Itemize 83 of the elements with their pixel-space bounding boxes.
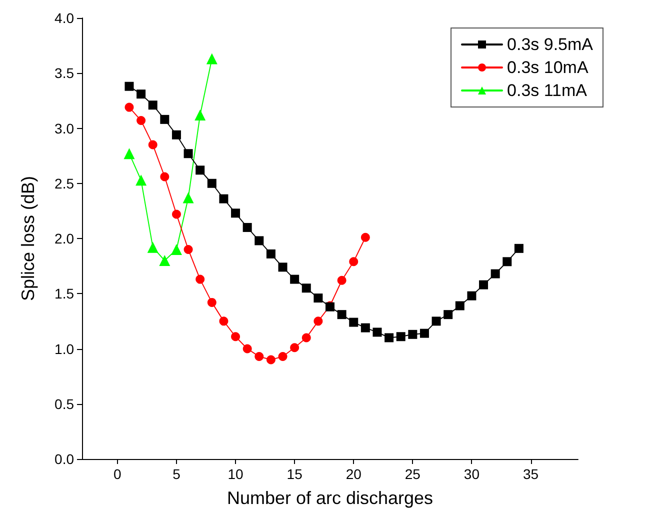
point bbox=[266, 249, 276, 258]
legend-label: 0.3s 11mA bbox=[507, 81, 588, 100]
point bbox=[396, 332, 406, 342]
point bbox=[479, 280, 488, 290]
point bbox=[337, 276, 346, 285]
point bbox=[455, 301, 464, 310]
point bbox=[337, 310, 346, 320]
x-axis-title: Number of arc discharges bbox=[226, 488, 434, 508]
point bbox=[360, 323, 370, 332]
x-tick-label: 25 bbox=[404, 466, 421, 482]
point bbox=[147, 242, 158, 253]
point bbox=[219, 316, 228, 326]
y-tick-label: 0.0 bbox=[54, 451, 74, 467]
x-tick-label: 35 bbox=[522, 466, 539, 482]
point bbox=[444, 310, 453, 320]
point bbox=[160, 114, 170, 124]
point bbox=[314, 316, 323, 326]
y-tick-label: 3.5 bbox=[54, 65, 74, 82]
y-tick-label: 2.0 bbox=[54, 230, 74, 246]
point bbox=[242, 344, 252, 354]
point bbox=[206, 53, 218, 64]
point bbox=[148, 100, 158, 110]
point bbox=[184, 149, 193, 158]
point bbox=[182, 192, 194, 204]
point bbox=[207, 298, 216, 307]
x-tick-label: 20 bbox=[346, 466, 362, 482]
legend-label: 0.3s 10mA bbox=[507, 58, 589, 77]
point bbox=[148, 140, 158, 150]
y-tick-label: 3.0 bbox=[54, 120, 74, 136]
x-tick-label: 0 bbox=[114, 466, 122, 482]
point bbox=[242, 222, 252, 232]
point bbox=[349, 257, 358, 266]
point bbox=[384, 333, 394, 342]
point bbox=[196, 166, 205, 175]
point bbox=[170, 244, 182, 256]
point bbox=[124, 82, 134, 91]
x-tick-label: 15 bbox=[286, 466, 303, 482]
point bbox=[160, 172, 170, 182]
point bbox=[266, 355, 276, 364]
point bbox=[184, 245, 193, 254]
point bbox=[172, 210, 181, 219]
x-tick-label: 10 bbox=[228, 466, 244, 482]
point bbox=[360, 232, 370, 242]
point bbox=[136, 90, 146, 99]
point bbox=[172, 130, 181, 140]
point bbox=[136, 174, 147, 186]
point bbox=[231, 332, 240, 342]
point bbox=[136, 116, 146, 126]
point bbox=[502, 257, 512, 266]
y-tick-label: 0.5 bbox=[54, 396, 74, 412]
point bbox=[278, 262, 288, 272]
point bbox=[254, 236, 264, 246]
point bbox=[207, 178, 216, 188]
point bbox=[372, 328, 382, 337]
point bbox=[514, 244, 524, 253]
x-tick-label: 30 bbox=[464, 466, 480, 482]
point bbox=[432, 316, 441, 326]
point bbox=[302, 333, 311, 342]
point bbox=[467, 291, 476, 300]
y-tick-label: 1.0 bbox=[54, 340, 74, 357]
y-tick-label: 4.0 bbox=[54, 10, 74, 26]
y-tick-label: 2.5 bbox=[54, 175, 74, 192]
point bbox=[124, 148, 135, 160]
y-tick-label: 1.5 bbox=[54, 286, 74, 302]
x-tick-label: 5 bbox=[172, 466, 181, 482]
point bbox=[219, 194, 228, 204]
legend-label: 0.3s 9.5mA bbox=[507, 35, 594, 54]
point bbox=[302, 284, 311, 293]
point bbox=[290, 343, 300, 352]
point bbox=[231, 208, 240, 218]
point bbox=[420, 328, 429, 338]
point bbox=[254, 352, 264, 361]
point bbox=[278, 352, 288, 361]
y-axis-title: Splice loss (dB) bbox=[18, 176, 38, 302]
point bbox=[194, 110, 206, 121]
point bbox=[159, 255, 170, 266]
point bbox=[349, 318, 358, 327]
point bbox=[196, 274, 205, 284]
point bbox=[314, 294, 323, 303]
point bbox=[490, 269, 500, 278]
point bbox=[290, 274, 300, 284]
point bbox=[408, 330, 418, 339]
point bbox=[124, 102, 134, 112]
